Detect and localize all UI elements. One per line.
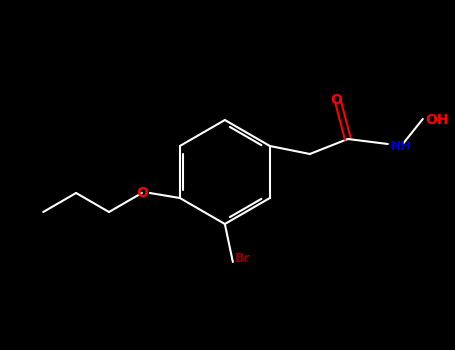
Text: Br: Br <box>235 252 251 265</box>
Text: O: O <box>136 186 148 200</box>
Text: OH: OH <box>425 113 448 127</box>
Text: O: O <box>330 93 342 107</box>
Text: NH: NH <box>391 140 411 154</box>
